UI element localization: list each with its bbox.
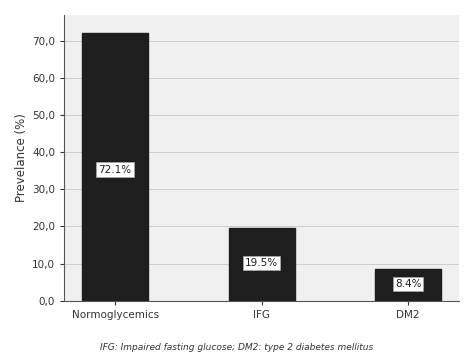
Text: 8.4%: 8.4%: [395, 279, 421, 289]
Bar: [228, 228, 294, 300]
Text: IFG: Impaired fasting glucose; DM2: type 2 diabetes mellitus: IFG: Impaired fasting glucose; DM2: type…: [100, 344, 374, 352]
Text: 72.1%: 72.1%: [99, 164, 132, 174]
Y-axis label: Prevelance (%): Prevelance (%): [15, 113, 28, 202]
Bar: [375, 269, 441, 300]
Bar: [82, 33, 148, 300]
Text: 19.5%: 19.5%: [245, 258, 278, 268]
